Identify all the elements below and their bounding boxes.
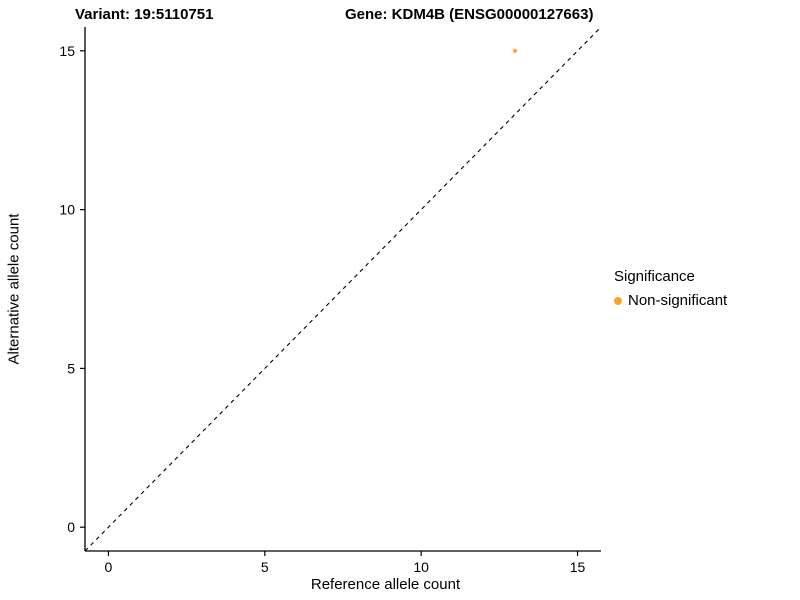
- plot-title-gene: Gene: KDM4B (ENSG00000127663): [345, 6, 594, 23]
- data-point: [513, 48, 517, 53]
- y-tick-label: 0: [67, 519, 75, 535]
- x-axis-label: Reference allele count: [310, 576, 461, 593]
- identity-line: [84, 26, 602, 552]
- legend-title: Significance: [614, 268, 695, 285]
- x-tick-label: 15: [570, 559, 586, 575]
- y-tick-label: 10: [59, 202, 75, 218]
- legend-item: Non-significant: [614, 292, 727, 309]
- y-tick-label: 5: [67, 360, 75, 376]
- plot-title-variant: Variant: 19:5110751: [75, 6, 214, 23]
- x-tick-label: 5: [261, 559, 269, 575]
- legend-item-label: Non-significant: [628, 292, 728, 309]
- y-tick-label: 15: [59, 43, 75, 59]
- legend-point-icon: [614, 296, 622, 305]
- x-tick-label: 0: [105, 559, 113, 575]
- x-tick-label: 10: [413, 559, 429, 575]
- y-axis-label: Alternative allele count: [5, 213, 23, 365]
- legend: Significance Non-significant: [614, 268, 727, 309]
